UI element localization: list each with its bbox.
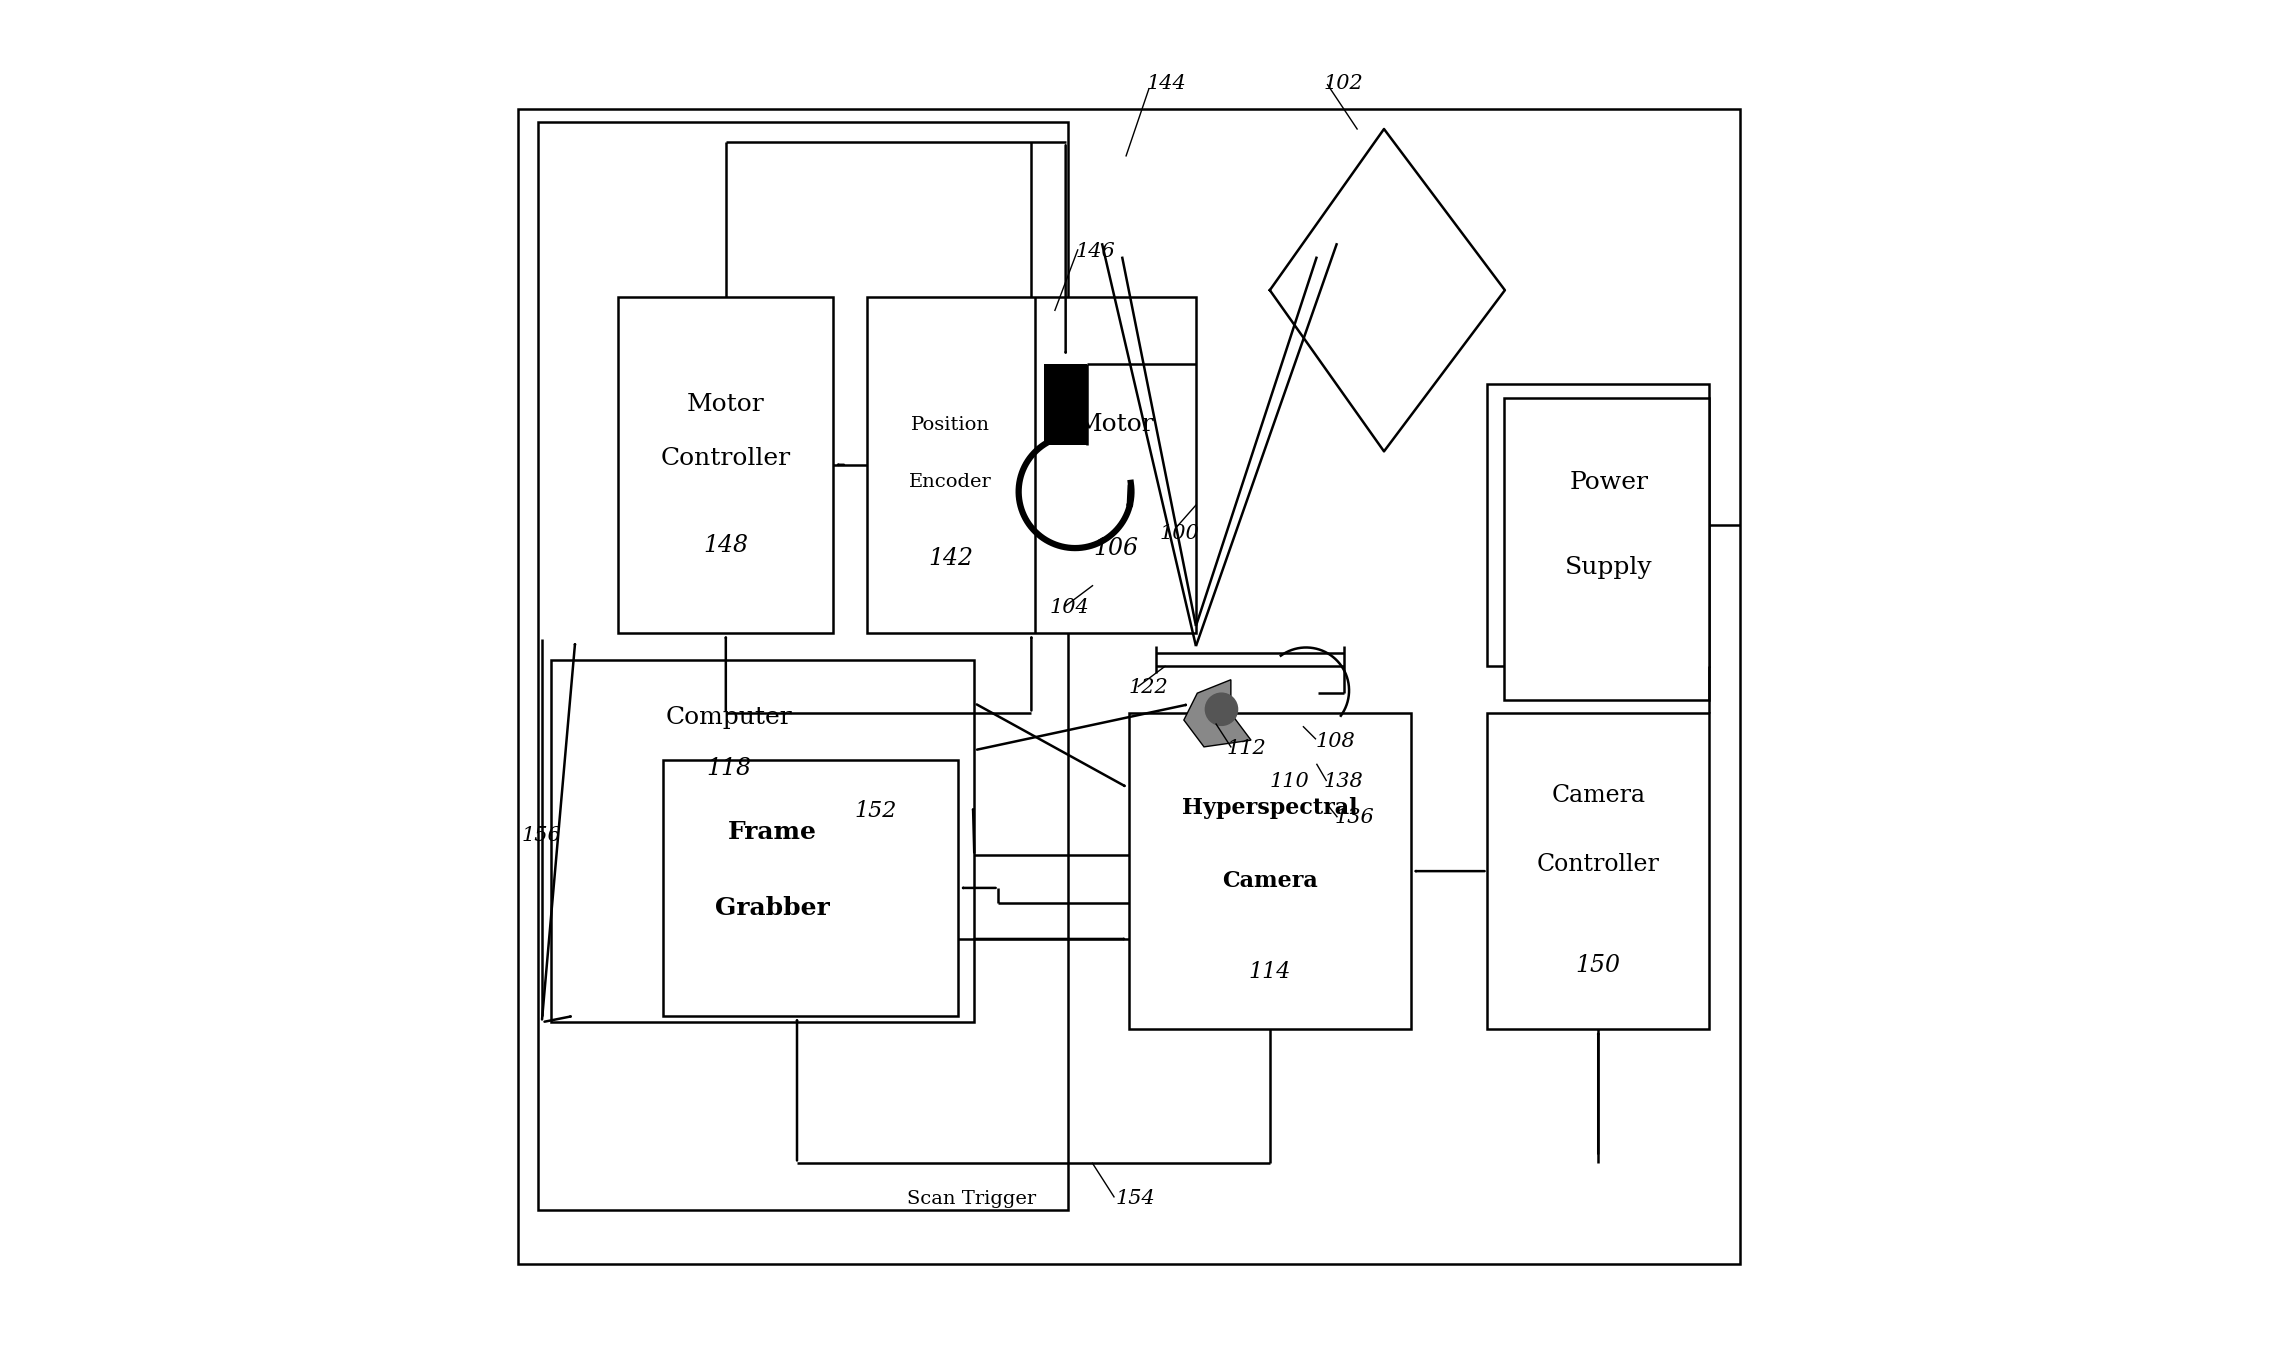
Text: 106: 106 [1092, 537, 1138, 560]
Text: 118: 118 [706, 756, 752, 779]
Text: 108: 108 [1315, 732, 1356, 751]
Circle shape [1206, 693, 1238, 725]
Text: 100: 100 [1160, 524, 1199, 542]
Text: Controller: Controller [1537, 853, 1660, 876]
Text: Computer: Computer [665, 707, 793, 730]
FancyBboxPatch shape [1488, 713, 1710, 1028]
Text: Supply: Supply [1565, 556, 1653, 579]
Text: 144: 144 [1147, 74, 1185, 93]
Text: 112: 112 [1226, 739, 1267, 758]
Text: 154: 154 [1115, 1189, 1156, 1207]
FancyBboxPatch shape [663, 760, 958, 1015]
FancyBboxPatch shape [1488, 384, 1710, 666]
Text: Encoder: Encoder [908, 472, 992, 490]
FancyBboxPatch shape [552, 660, 974, 1022]
Text: Power: Power [1569, 471, 1649, 494]
Text: 110: 110 [1269, 773, 1310, 791]
Text: 150: 150 [1576, 954, 1621, 977]
Text: Camera: Camera [1222, 870, 1317, 891]
FancyBboxPatch shape [538, 122, 1067, 1210]
Text: Hyperspectral: Hyperspectral [1183, 797, 1358, 818]
Text: Controller: Controller [661, 447, 790, 470]
Text: Camera: Camera [1551, 783, 1644, 806]
Text: 114: 114 [1249, 961, 1290, 983]
Text: Position: Position [911, 416, 990, 433]
Text: 122: 122 [1129, 678, 1170, 697]
FancyBboxPatch shape [518, 109, 1740, 1264]
FancyBboxPatch shape [1045, 363, 1088, 444]
Text: 156: 156 [522, 826, 561, 845]
Text: 102: 102 [1324, 74, 1363, 93]
Polygon shape [1183, 680, 1251, 747]
Text: Frame: Frame [727, 820, 818, 844]
Text: Motor: Motor [686, 393, 765, 416]
Text: Scan Trigger: Scan Trigger [906, 1190, 1036, 1207]
Text: 146: 146 [1074, 241, 1115, 261]
FancyBboxPatch shape [1129, 713, 1410, 1028]
Text: 148: 148 [704, 534, 749, 557]
Text: Grabber: Grabber [715, 896, 829, 921]
Text: 142: 142 [929, 548, 974, 571]
Text: 152: 152 [854, 801, 897, 822]
Text: Motor: Motor [1076, 413, 1154, 436]
Text: 138: 138 [1324, 773, 1363, 791]
FancyBboxPatch shape [618, 297, 833, 633]
Text: 104: 104 [1049, 598, 1090, 616]
Text: 136: 136 [1335, 809, 1374, 828]
FancyBboxPatch shape [868, 297, 1197, 633]
FancyBboxPatch shape [1503, 397, 1710, 700]
